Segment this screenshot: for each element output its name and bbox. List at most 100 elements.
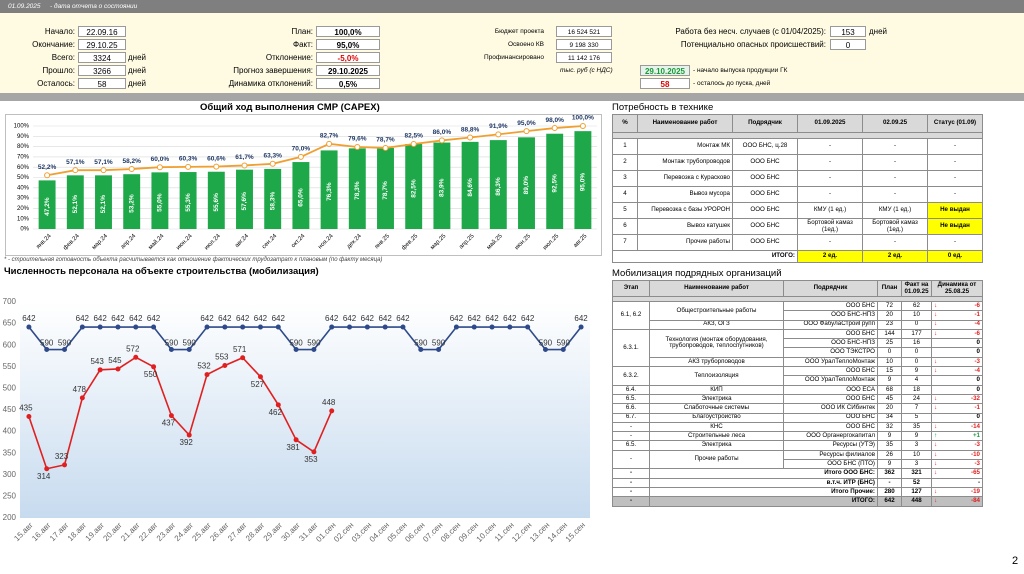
point-label: 527 [251,380,265,389]
dynamics-cell: ↓ -1 [931,403,983,414]
report-date: 01.09.2025 [8,3,41,10]
table-cell: - [797,234,863,251]
bar [518,137,535,229]
point-label: 590 [539,339,553,348]
y-tick-label: 600 [3,340,17,349]
dynamics-cell: 0 [931,375,983,386]
dynamics-cell: ↓ -6 [931,300,983,312]
stage-cell: 6.5. [612,393,650,405]
work-cell: АКЗ, ОГЗ [649,319,784,330]
dynamics-value: - [977,478,980,486]
bar-label: 55,0% [157,193,164,212]
separator [0,93,1024,101]
bar-label: 55,3% [185,193,192,212]
total-label: ИТОГО: [649,496,878,507]
plot-background [20,302,590,518]
table-cell: 3 [612,170,638,187]
stage-cell: - [612,468,650,479]
point-label: 381 [286,443,300,452]
line [28,326,582,351]
line-point [311,449,317,455]
bar [292,162,310,229]
dynamics-value: 0 [976,376,980,384]
point-label: 642 [272,314,286,323]
point-label: 86,0% [433,129,452,136]
line-point [418,347,424,353]
table-cell: Не выдан [927,218,983,235]
work-cell: Электрика [649,393,784,405]
plan-cell: 20 [877,310,902,321]
fact-cell: 448 [901,496,932,507]
dynamics-cell: 0 [931,412,983,423]
fact-cell: 3 [901,459,932,470]
line-point [44,466,50,472]
line-point [551,125,558,132]
point-label: 642 [22,314,36,323]
y-tick-label: 450 [3,405,17,414]
trend-arrow: ↓ [934,469,938,477]
field-value: 153 [830,26,866,37]
x-tick-label: 15.авг [12,520,35,543]
point-label: 57,1% [66,159,85,166]
dynamics-value: -32 [971,394,980,402]
tech-table: % Наименование работ Подрядчик 01.09.2025 02… [612,114,983,263]
total-row: - Итого Прочие: 280 127 ↓ -19 [612,486,983,498]
x-tick-label: 25.авг [190,520,213,543]
table-row: 6.7. Благоустройство ООО БНС 34 5 0 [612,412,983,423]
table-cell: 5 [612,202,638,219]
bar [95,175,112,229]
work-cell: Благоустройство [649,412,784,423]
contractor-cell: ООО ТЭКСТРО [783,347,878,358]
point-label: 79,6% [348,136,367,143]
bar [123,174,141,229]
line-point [213,163,220,170]
point-label: 392 [180,438,194,447]
contractor-cell: Ресурсы (УТЭ) [783,440,878,451]
point-label: 60,6% [207,155,226,162]
fact-cell: 62 [901,300,932,312]
line-point [156,164,163,171]
plan-cell: 26 [877,449,902,461]
point-label: 590 [165,339,179,348]
table-cell: - [862,170,928,187]
table-cell: - [797,186,863,203]
line-point [525,324,531,330]
line-point [44,347,50,353]
line-point [79,324,85,330]
bar-label: 95,0% [580,173,587,192]
table-cell: Бортовой камаз (1ед.) [862,218,928,235]
line-point [410,141,417,148]
point-label: 590 [414,339,428,348]
line-point [168,413,174,419]
point-label: 642 [147,314,161,323]
point-label: 98,0% [545,117,564,124]
plan-cell: 45 [877,393,902,405]
x-tick-label: 10.сен [475,521,498,544]
trend-arrow: ↓ [934,450,938,458]
point-label: 642 [76,314,90,323]
y-tick-label: 350 [3,448,17,457]
trend-arrow: ↓ [934,422,938,430]
point-label: 590 [557,339,571,348]
trend-arrow: ↓ [934,357,938,365]
dynamics-cell: - [931,477,983,488]
x-tick-label: 22.авг [137,520,160,543]
line-point [133,324,139,330]
table-cell: - [927,170,983,187]
x-tick-label: 16.авг [30,520,53,543]
contractor-cell: ООО БНС [783,300,878,312]
table-row: 6.6. Слаботочные системы ООО ИК СИбинтек 20… [612,403,983,414]
line-point [507,324,513,330]
total-row: - ИТОГО: 642 448 ↓ -84 [612,496,983,507]
table-cell: Монтаж МК [637,138,733,155]
y-tick-label: 100% [14,124,30,130]
dynamics-cell: ↓ -3 [931,440,983,451]
chart-title: Численность персонала на объекте строите… [4,266,319,277]
contractor-cell: ООО БНС [783,366,878,377]
bar-label: 65,0% [298,188,305,207]
x-tick-label: 15.сен [564,521,587,544]
bar-label: 82,5% [410,179,417,198]
table-cell: Вывоз катушек [637,218,733,235]
fact-cell: 10 [901,310,932,321]
y-tick-label: 700 [3,297,17,306]
